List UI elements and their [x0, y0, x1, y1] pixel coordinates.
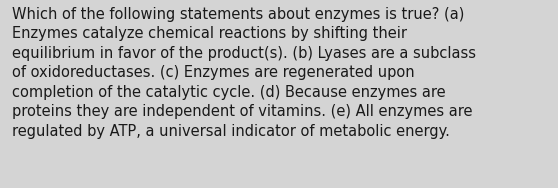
Text: Which of the following statements about enzymes is true? (a)
Enzymes catalyze ch: Which of the following statements about …	[12, 7, 477, 139]
